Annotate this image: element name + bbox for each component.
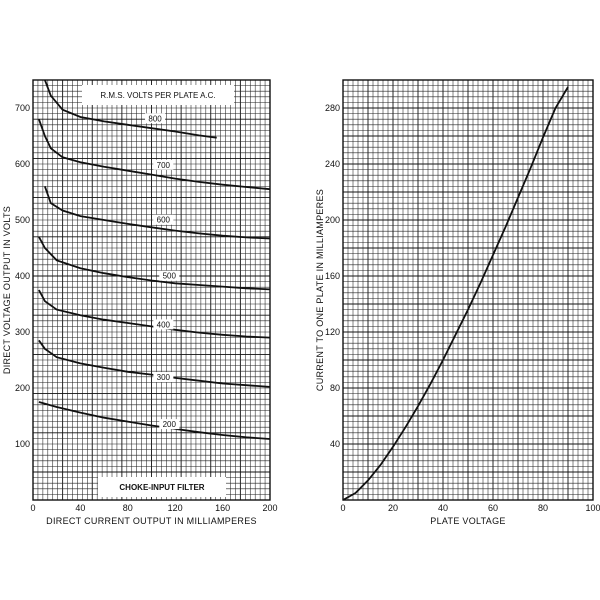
y-tick-label: 200	[325, 215, 340, 225]
x-tick-label: 40	[438, 503, 448, 513]
curve-label: 700	[157, 161, 171, 170]
x-tick-label: 40	[75, 503, 85, 513]
y-tick-label: 500	[15, 215, 30, 225]
left-grid	[32, 79, 271, 501]
series-line-500	[38, 236, 271, 291]
right-curves	[342, 86, 569, 501]
curve-label-box	[153, 214, 174, 225]
curve-label-box	[153, 372, 174, 383]
x-tick-label: 200	[262, 503, 277, 513]
curve-label-box	[159, 270, 180, 281]
filter-label-box	[98, 477, 226, 497]
right-plot-frame	[342, 79, 594, 501]
y-tick-label: 120	[325, 327, 340, 337]
curve-label: 400	[157, 320, 171, 329]
curve-label: 600	[157, 216, 171, 225]
legend-title: R.M.S. VOLTS PER PLATE A.C.	[100, 91, 215, 100]
curve-label: 500	[163, 272, 177, 281]
y-tick-label: 300	[15, 327, 30, 337]
y-tick-label: 700	[15, 103, 30, 113]
x-tick-label: 0	[340, 503, 345, 513]
legend-title-box	[82, 85, 234, 105]
curve-label-box	[153, 319, 174, 330]
y-tick-label: 40	[330, 439, 340, 449]
series-line-200	[38, 401, 271, 440]
y-tick-label: 280	[325, 103, 340, 113]
right-x-axis-label: PLATE VOLTAGE	[430, 516, 505, 526]
series-line-700	[38, 118, 271, 191]
right-grid	[342, 79, 594, 501]
y-tick-label: 240	[325, 159, 340, 169]
y-tick-label: 80	[330, 383, 340, 393]
right-chart: 0 20 40 60 80 100 40 80 120 160 200 240 280 PLATE VO…	[315, 79, 600, 526]
curve-label-box	[159, 419, 180, 430]
x-tick-label: 20	[388, 503, 398, 513]
y-tick-label: 160	[325, 271, 340, 281]
x-tick-label: 120	[168, 503, 183, 513]
series-line-300	[38, 339, 271, 388]
x-tick-label: 80	[538, 503, 548, 513]
curve-label: 300	[157, 373, 171, 382]
curve-label-box	[153, 159, 174, 170]
x-tick-label: 100	[585, 503, 600, 513]
right-y-axis-label: CURRENT TO ONE PLATE IN MILLIAMPERES	[315, 189, 325, 391]
curve-label: 200	[163, 420, 177, 429]
series-line	[342, 86, 569, 501]
left-plot-frame	[32, 79, 271, 501]
x-tick-label: 60	[488, 503, 498, 513]
left-ticks: 0 40 80 120 160 200 100 200 300 400 500 600 700	[15, 103, 278, 513]
left-x-axis-label: DIRECT CURRENT OUTPUT IN MILLIAMPERES	[46, 516, 257, 526]
left-curves: 800 700 600 500 400 300 200	[38, 79, 271, 440]
y-tick-label: 200	[15, 383, 30, 393]
y-tick-label: 400	[15, 271, 30, 281]
y-tick-label: 600	[15, 159, 30, 169]
x-tick-label: 160	[215, 503, 230, 513]
x-tick-label: 80	[123, 503, 133, 513]
curve-label: 800	[148, 114, 162, 123]
series-line-400	[38, 289, 271, 339]
curve-label-box	[145, 113, 166, 124]
series-line-800	[44, 79, 217, 139]
filter-label: CHOKE-INPUT FILTER	[119, 483, 204, 492]
right-ticks: 0 20 40 60 80 100 40 80 120 160 200 240 280	[325, 103, 600, 513]
left-y-axis-label: DIRECT VOLTAGE OUTPUT IN VOLTS	[2, 206, 12, 374]
series-line-600	[44, 186, 271, 240]
y-tick-label: 100	[15, 439, 30, 449]
x-tick-label: 0	[30, 503, 35, 513]
